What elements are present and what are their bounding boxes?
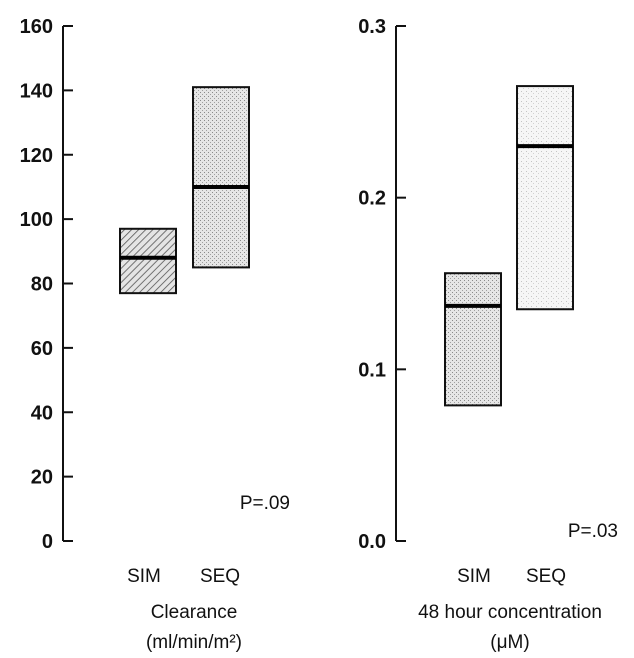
x-axis-label-concentration: 48 hour concentration: [418, 602, 602, 623]
category-label-sim: SIM: [127, 566, 161, 587]
category-label-seq: SEQ: [200, 566, 240, 587]
box-sim: [444, 272, 502, 407]
y-tick-label: 0.3: [358, 16, 386, 38]
y-tick-label: 100: [20, 209, 53, 231]
p-value-annotation: P=.03: [568, 521, 618, 542]
box-seq: [192, 86, 250, 269]
y-tick-label: 120: [20, 145, 53, 167]
concentration-plot-area: 0.0 0.1 0.2 0.3: [358, 16, 574, 553]
category-label-seq: SEQ: [526, 566, 566, 587]
y-tick-label: 80: [31, 274, 53, 296]
x-axis-unit-concentration: (μM): [490, 632, 529, 653]
box-sim: [119, 227, 177, 295]
x-axis-label-clearance: Clearance: [151, 602, 238, 623]
y-tick-label: 20: [31, 467, 53, 489]
box-seq: [516, 85, 574, 311]
x-axis-unit-clearance: (ml/min/m²): [146, 632, 242, 653]
clearance-plot-area: 0 20 40 60 80 100 120 140 160: [20, 16, 250, 553]
y-tick-label: 0.1: [358, 359, 386, 381]
category-label-sim: SIM: [457, 566, 491, 587]
y-tick-label: 0.0: [358, 531, 386, 553]
chart-48h-concentration: 0.0 0.1 0.2 0.3 SIM SEQ 48 hour concentrati…: [358, 16, 618, 653]
y-tick-label: 60: [31, 338, 53, 360]
y-tick-label: 160: [20, 16, 53, 38]
y-tick-label: 0.2: [358, 188, 386, 210]
y-tick-label: 140: [20, 80, 53, 102]
p-value-annotation: P=.09: [240, 493, 290, 514]
y-tick-label: 40: [31, 402, 53, 424]
y-tick-label: 0: [42, 531, 53, 553]
